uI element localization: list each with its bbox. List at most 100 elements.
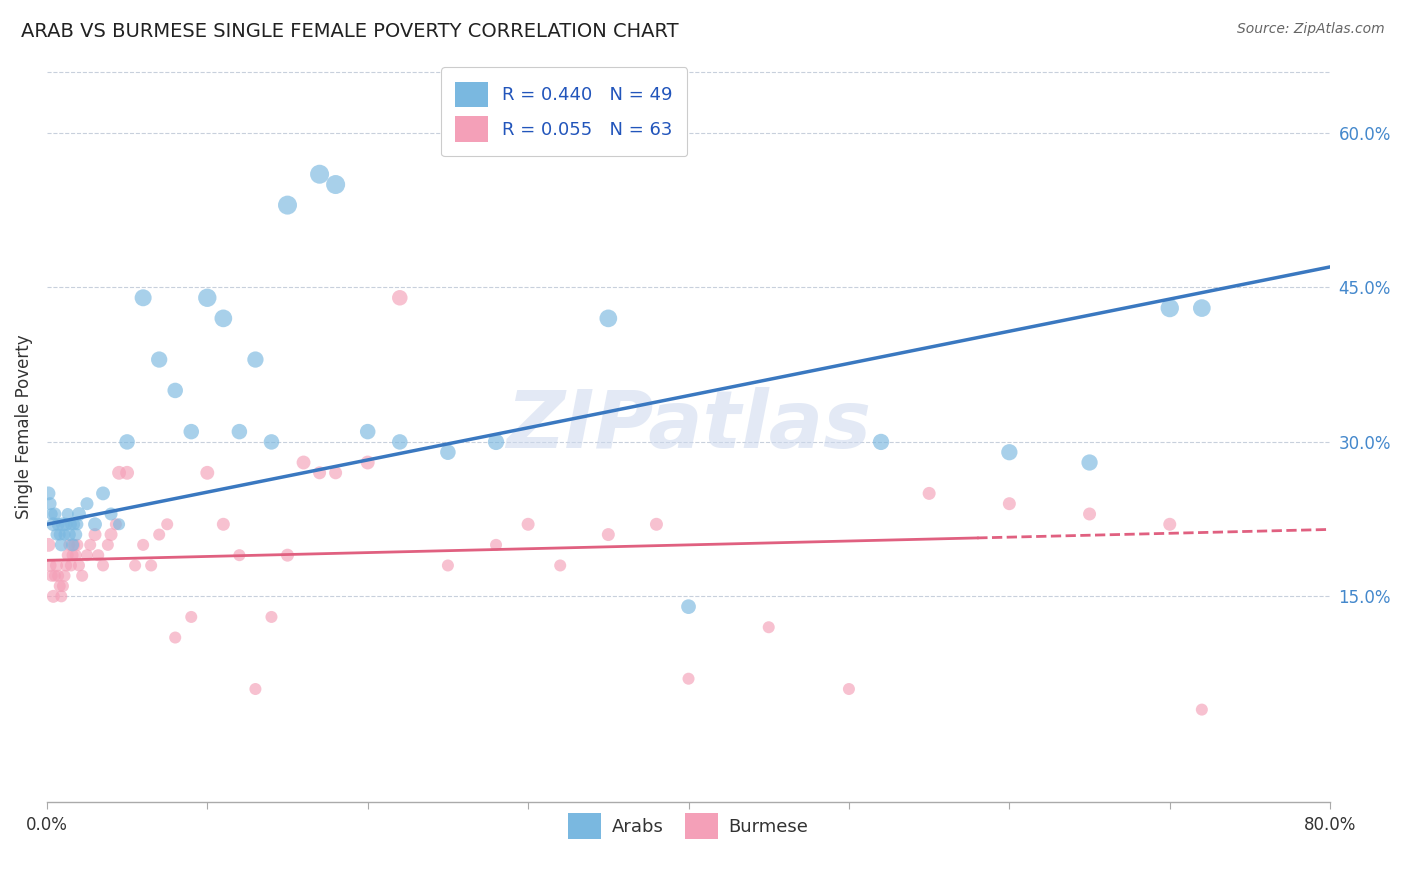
Point	[228, 548, 250, 562]
Point	[48, 527, 70, 541]
Point	[678, 672, 700, 686]
Point	[292, 456, 315, 470]
Point	[245, 352, 267, 367]
Point	[67, 558, 90, 573]
Point	[48, 579, 70, 593]
Point	[548, 558, 571, 573]
Point	[37, 538, 59, 552]
Point	[53, 527, 76, 541]
Point	[108, 517, 131, 532]
Point	[44, 507, 66, 521]
Point	[1159, 301, 1181, 315]
Text: ARAB VS BURMESE SINGLE FEMALE POVERTY CORRELATION CHART: ARAB VS BURMESE SINGLE FEMALE POVERTY CO…	[21, 22, 679, 41]
Point	[645, 517, 668, 532]
Point	[108, 466, 131, 480]
Point	[124, 558, 146, 573]
Point	[58, 538, 80, 552]
Point	[46, 568, 69, 582]
Point	[598, 527, 620, 541]
Point	[165, 631, 187, 645]
Point	[388, 291, 411, 305]
Point	[212, 311, 235, 326]
Point	[165, 384, 187, 398]
Point	[51, 538, 73, 552]
Point	[46, 517, 69, 532]
Text: Source: ZipAtlas.com: Source: ZipAtlas.com	[1237, 22, 1385, 37]
Point	[84, 527, 107, 541]
Point	[132, 538, 155, 552]
Point	[42, 590, 65, 604]
Point	[66, 517, 89, 532]
Point	[52, 579, 75, 593]
Point	[260, 434, 283, 449]
Point	[115, 434, 138, 449]
Point	[260, 610, 283, 624]
Point	[228, 425, 250, 439]
Point	[325, 466, 347, 480]
Point	[55, 517, 77, 532]
Point	[59, 517, 82, 532]
Point	[1078, 456, 1101, 470]
Point	[45, 527, 67, 541]
Point	[41, 568, 63, 582]
Point	[180, 610, 202, 624]
Point	[56, 548, 79, 562]
Point	[437, 558, 460, 573]
Point	[97, 538, 120, 552]
Point	[357, 456, 380, 470]
Point	[84, 517, 107, 532]
Text: ZIPatlas: ZIPatlas	[506, 387, 872, 466]
Point	[100, 527, 122, 541]
Point	[180, 425, 202, 439]
Point	[87, 548, 110, 562]
Point	[44, 568, 66, 582]
Point	[308, 466, 330, 480]
Point	[58, 527, 80, 541]
Point	[1078, 507, 1101, 521]
Point	[758, 620, 780, 634]
Point	[517, 517, 540, 532]
Point	[195, 466, 218, 480]
Point	[1191, 703, 1213, 717]
Point	[62, 538, 84, 552]
Point	[104, 517, 127, 532]
Point	[45, 558, 67, 573]
Point	[195, 291, 218, 305]
Point	[245, 681, 267, 696]
Point	[39, 558, 62, 573]
Point	[63, 538, 86, 552]
Point	[52, 517, 75, 532]
Point	[148, 527, 170, 541]
Point	[1159, 517, 1181, 532]
Point	[70, 568, 93, 582]
Point	[42, 517, 65, 532]
Point	[870, 434, 893, 449]
Point	[998, 445, 1021, 459]
Point	[141, 558, 163, 573]
Point	[357, 425, 380, 439]
Point	[838, 681, 860, 696]
Point	[485, 434, 508, 449]
Point	[276, 548, 298, 562]
Point	[115, 466, 138, 480]
Point	[79, 538, 101, 552]
Point	[51, 590, 73, 604]
Point	[485, 538, 508, 552]
Point	[67, 507, 90, 521]
Point	[276, 198, 298, 212]
Point	[308, 167, 330, 181]
Point	[65, 548, 87, 562]
Point	[91, 558, 114, 573]
Point	[148, 352, 170, 367]
Point	[598, 311, 620, 326]
Point	[76, 497, 98, 511]
Point	[91, 486, 114, 500]
Point	[62, 548, 84, 562]
Point	[388, 434, 411, 449]
Point	[53, 568, 76, 582]
Point	[41, 507, 63, 521]
Legend: Arabs, Burmese: Arabs, Burmese	[561, 805, 815, 846]
Point	[918, 486, 941, 500]
Point	[678, 599, 700, 614]
Point	[76, 548, 98, 562]
